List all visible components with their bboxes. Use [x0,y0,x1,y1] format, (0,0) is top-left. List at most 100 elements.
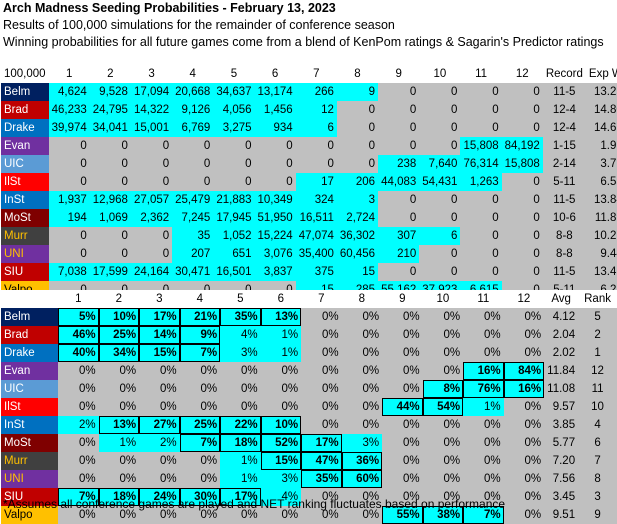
seed-cell: 9 [336,83,379,101]
rank-cell: 10 [578,398,617,416]
column-header: 11 [460,65,502,83]
record-cell: 5-11 [542,173,586,191]
seed-cell: 0 [130,173,173,191]
seed-cell: 0% [98,398,140,416]
seed-cell: 0 [378,191,420,209]
seed-cell: 0 [460,119,502,137]
seed-cell: 39,974 [48,119,90,137]
seed-cell: 1,456 [254,101,296,119]
record-cell: 10-6 [542,209,586,227]
seed-cell: 0% [179,452,221,470]
seed-cell: 0% [503,398,545,416]
seed-cell: 0% [179,362,221,380]
seed-cell: 0 [48,173,90,191]
seed-cell: 9,528 [89,83,131,101]
subtitle-method: Winning probabilities for all future gam… [3,35,604,49]
team-name: MoSt [1,434,59,452]
seed-cell: 0 [378,209,420,227]
seed-cell: 16,501 [213,263,255,281]
expected-wins-cell: 13.84 [585,191,617,209]
seed-cell: 12 [295,101,337,119]
seed-cell: 2% [58,416,99,434]
seed-cell: 3,837 [254,263,296,281]
seed-cell: 17% [301,434,342,452]
seed-cell: 0% [341,344,383,362]
seed-cell: 0 [48,155,90,173]
rank-cell: 6 [578,434,617,452]
seed-cell: 7,640 [419,155,461,173]
seed-cell: 13,174 [254,83,296,101]
team-row: SIU 7,038 17,599 24,164 30,471 16,501 3,837 375… [1,263,617,281]
seed-cell: 0% [260,362,302,380]
team-row: InSt 2% 13% 27% 25% 22% 10% 0% 0% 0% 0% 0% 0% 3.85 4 [1,416,617,434]
header-row: 1 2 3 4 5 6 7 8 9 10 11 12 Avg Rank [1,290,617,308]
seed-cell: 24,164 [130,263,173,281]
seed-cell: 30,471 [172,263,214,281]
seed-cell: 10% [260,416,302,434]
seed-cell: 0% [341,488,383,506]
record-cell: 1-15 [542,137,586,155]
seed-cell: 0 [213,137,255,155]
seed-cell: 207 [172,245,214,263]
seed-cell: 6 [295,119,337,137]
seed-cell: 0 [501,191,543,209]
seed-cell: 21,883 [213,191,255,209]
seed-cell: 17 [295,173,337,191]
seed-cell: 0% [98,452,140,470]
average-seed-cell: 11.08 [544,380,579,398]
seed-cell: 13% [98,416,140,434]
seed-cell: 0% [382,470,423,488]
seed-cell: 0 [130,245,173,263]
seed-cell: 0 [419,137,461,155]
seed-cell: 0 [89,245,131,263]
seed-cell: 3% [260,470,302,488]
seed-cell: 15,808 [460,137,502,155]
team-name: Evan [1,362,59,380]
seed-cell: 0% [422,344,464,362]
seed-cell: 6,769 [172,119,214,137]
corner-cell [1,290,59,308]
seed-cell: 0 [130,137,173,155]
seed-cell: 36,302 [336,227,379,245]
record-cell: 11-5 [542,263,586,281]
seed-cell: 1% [220,452,261,470]
team-name: Murr [1,227,49,245]
seed-cell: 0% [58,434,99,452]
average-seed-cell: 2.02 [544,344,579,362]
column-header: 3 [139,290,180,308]
seed-cell: 16,511 [295,209,337,227]
team-name: Drake [1,119,49,137]
seed-cell: 0% [58,380,99,398]
seed-cell: 76% [463,380,504,398]
seed-cell: 0 [460,245,502,263]
expected-wins-cell: 13.46 [585,263,617,281]
seed-cell: 0 [48,227,90,245]
seed-cell: 60% [341,470,383,488]
seed-cell: 18% [98,488,140,506]
team-row: Murr 0% 0% 0% 0% 1% 15% 47% 36% 0% 0% 0% 0% 7.20 7 [1,452,617,470]
expected-wins-cell: 1.91 [585,137,617,155]
seed-cell: 0 [336,101,379,119]
expected-wins-cell: 13.25 [585,83,617,101]
seed-cell: 375 [295,263,337,281]
seed-cell: 4% [220,326,261,344]
seed-cell: 0% [260,398,302,416]
seed-cell: 0% [503,470,545,488]
seed-cell: 3,275 [213,119,255,137]
seed-cell: 4,056 [213,101,255,119]
seed-cell: 0 [460,101,502,119]
team-name: InSt [1,191,49,209]
seed-cell: 266 [295,83,337,101]
seed-cell: 0 [460,227,502,245]
seed-cell: 0% [422,470,464,488]
seed-cell: 0% [260,380,302,398]
seed-cell: 9,126 [172,101,214,119]
expected-wins-cell: 14.80 [585,101,617,119]
seed-cell: 0 [172,173,214,191]
expected-wins-cell: 10.27 [585,227,617,245]
seed-cell: 0% [463,326,504,344]
seed-cell: 0% [220,362,261,380]
expected-wins-cell: 11.89 [585,209,617,227]
